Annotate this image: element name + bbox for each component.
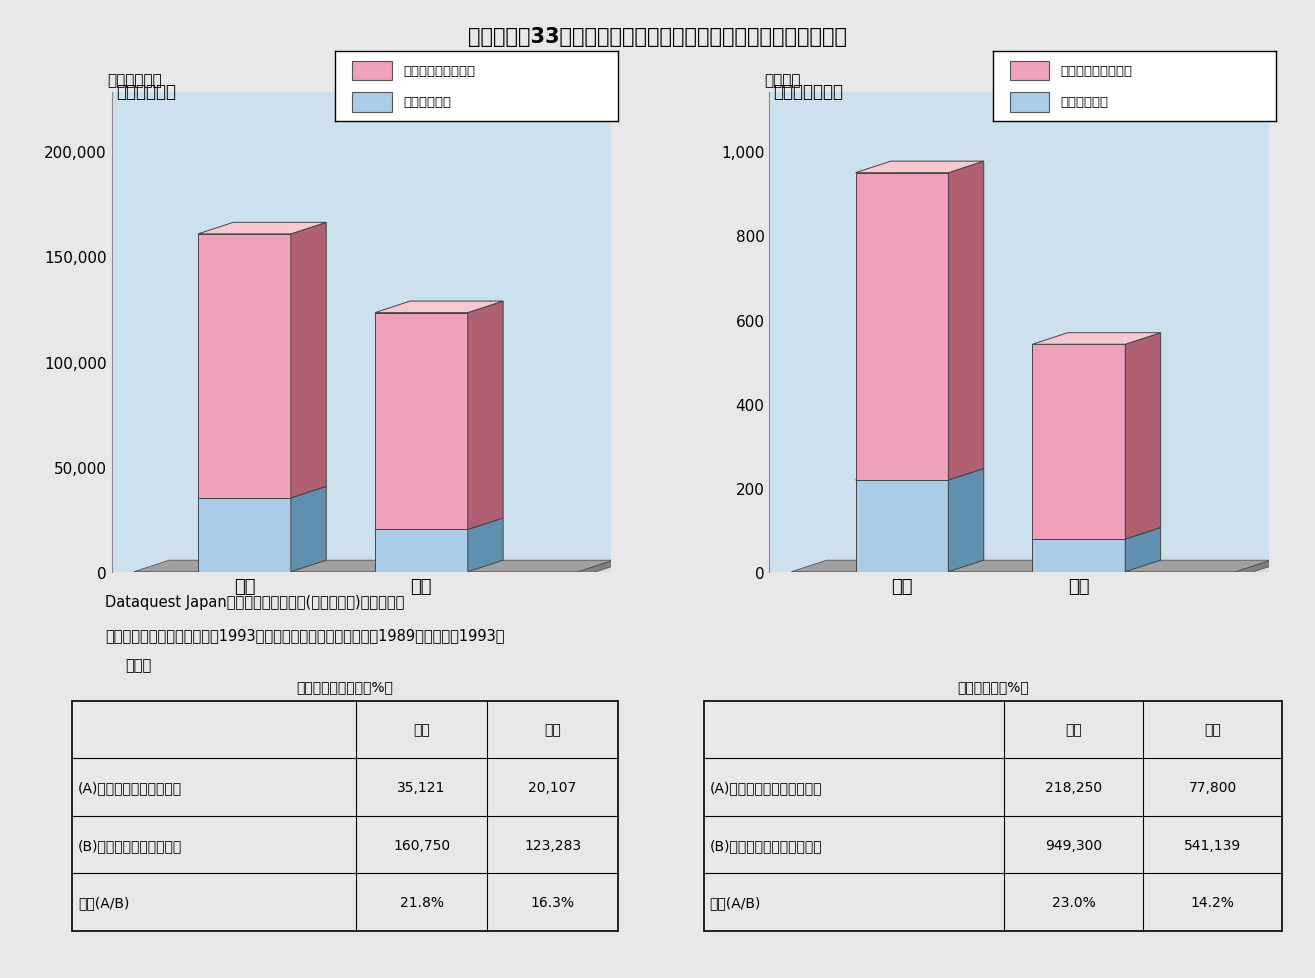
- Polygon shape: [199, 235, 291, 499]
- Polygon shape: [468, 302, 504, 530]
- Text: 35,121: 35,121: [397, 780, 446, 794]
- Text: (A)情報通信分野の研究者数: (A)情報通信分野の研究者数: [709, 780, 822, 794]
- Text: 160,750: 160,750: [393, 838, 450, 852]
- Text: の値: の値: [125, 657, 151, 672]
- Text: 21.8%: 21.8%: [400, 895, 443, 910]
- Text: （千人）: （千人）: [764, 73, 801, 88]
- Polygon shape: [199, 487, 326, 499]
- Bar: [352, 62, 392, 81]
- Text: 23.0%: 23.0%: [1052, 895, 1095, 910]
- Polygon shape: [134, 572, 579, 578]
- Text: 米国: 米国: [413, 723, 430, 737]
- Text: 情報通信分野: 情報通信分野: [404, 96, 451, 109]
- Polygon shape: [199, 499, 291, 572]
- Polygon shape: [856, 162, 984, 173]
- Text: 77,800: 77,800: [1189, 780, 1237, 794]
- Text: 情報通信分野を除く: 情報通信分野を除く: [404, 66, 475, 78]
- Polygon shape: [856, 480, 948, 572]
- Text: 第３－２－33図　日米の情報通信分野の研究費、研究者数の比較: 第３－２－33図 日米の情報通信分野の研究費、研究者数の比較: [468, 27, 847, 47]
- Bar: [1010, 93, 1049, 112]
- Polygon shape: [375, 313, 468, 530]
- Polygon shape: [948, 162, 984, 480]
- Text: (B)科学技術全体の研究費: (B)科学技術全体の研究費: [78, 838, 181, 852]
- Polygon shape: [1032, 333, 1161, 345]
- Text: （単位：百万ドル、%）: （単位：百万ドル、%）: [297, 680, 393, 693]
- Polygon shape: [1126, 528, 1161, 572]
- Polygon shape: [291, 487, 326, 572]
- Polygon shape: [948, 468, 984, 572]
- Polygon shape: [375, 518, 504, 530]
- Text: 米国: 米国: [1065, 723, 1082, 737]
- Text: 20,107: 20,107: [529, 780, 577, 794]
- Text: 日本: 日本: [1205, 723, 1222, 737]
- Polygon shape: [792, 560, 1272, 572]
- Text: (A)情報通信分野の研究費: (A)情報通信分野の研究費: [78, 780, 181, 794]
- Text: （注）研究費は、日米ともに1993年度の値。研究者数は、米国は1989年、日本は1993年: （注）研究費は、日米ともに1993年度の値。研究者数は、米国は1989年、日本は…: [105, 628, 505, 643]
- Text: (B)科学技術全体の研究者数: (B)科学技術全体の研究者数: [709, 838, 822, 852]
- Polygon shape: [579, 560, 614, 578]
- Text: 研究者数の比較: 研究者数の比較: [773, 83, 843, 101]
- Polygon shape: [1126, 333, 1161, 540]
- Bar: [1010, 62, 1049, 81]
- Text: 情報通信分野を除く: 情報通信分野を除く: [1061, 66, 1132, 78]
- Polygon shape: [856, 173, 948, 480]
- Text: 541,139: 541,139: [1184, 838, 1241, 852]
- Polygon shape: [1236, 560, 1272, 578]
- Polygon shape: [1032, 345, 1126, 540]
- Text: 研究費の比較: 研究費の比較: [116, 83, 176, 101]
- Polygon shape: [375, 302, 504, 313]
- Text: 日本: 日本: [544, 723, 562, 737]
- Text: 比率(A/B): 比率(A/B): [709, 895, 760, 910]
- Polygon shape: [199, 223, 326, 235]
- Text: （単位：人、%）: （単位：人、%）: [957, 680, 1028, 693]
- Text: 218,250: 218,250: [1045, 780, 1102, 794]
- Polygon shape: [375, 530, 468, 572]
- Polygon shape: [856, 468, 984, 480]
- Polygon shape: [792, 572, 1236, 578]
- Polygon shape: [291, 223, 326, 499]
- Polygon shape: [1032, 528, 1161, 540]
- Polygon shape: [1032, 540, 1126, 572]
- Polygon shape: [468, 518, 504, 572]
- Text: 比率(A/B): 比率(A/B): [78, 895, 129, 910]
- Text: 123,283: 123,283: [523, 838, 581, 852]
- Text: （百万ドル）: （百万ドル）: [107, 73, 162, 88]
- Bar: [352, 93, 392, 112]
- Text: 14.2%: 14.2%: [1191, 895, 1235, 910]
- Text: 情報通信分野: 情報通信分野: [1061, 96, 1109, 109]
- Text: 949,300: 949,300: [1045, 838, 1102, 852]
- Text: 16.3%: 16.3%: [530, 895, 575, 910]
- Text: Dataquest Japan、「科学技術白書」(科学技術庁)により作成: Dataquest Japan、「科学技術白書」(科学技術庁)により作成: [105, 595, 405, 609]
- Polygon shape: [134, 560, 614, 572]
